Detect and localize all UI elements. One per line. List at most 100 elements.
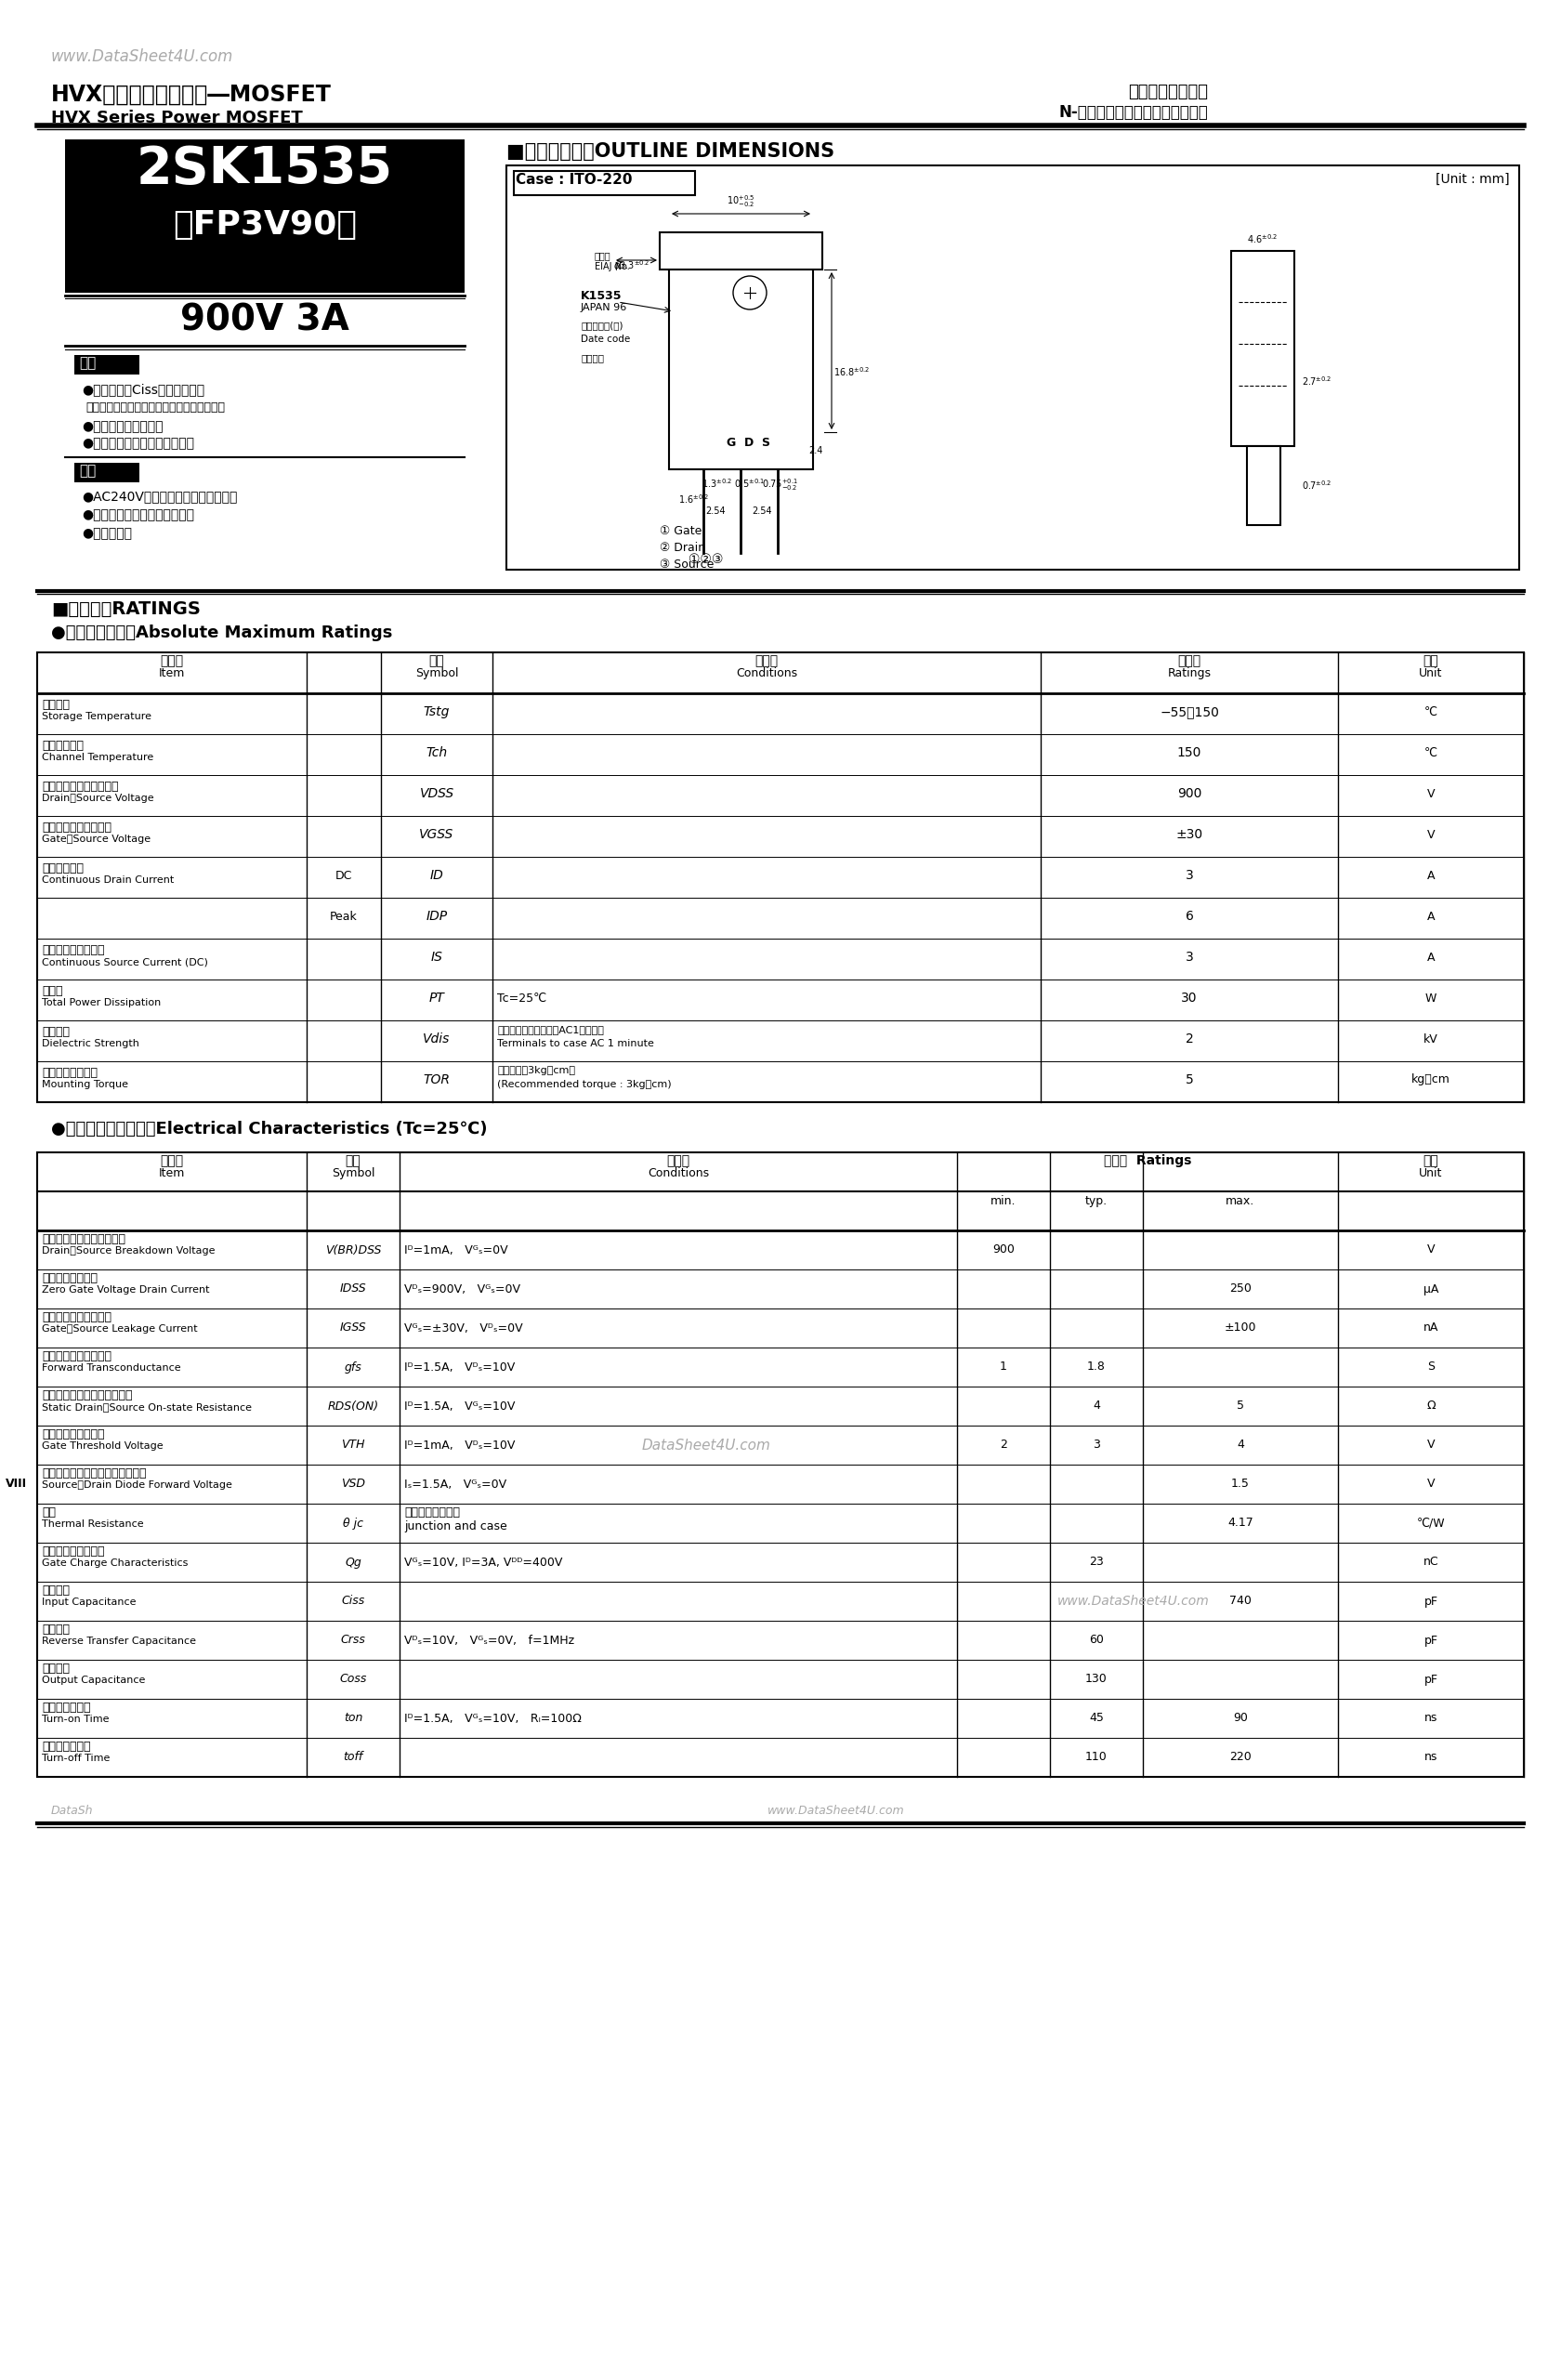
Text: ±30: ±30 <box>1175 828 1204 840</box>
Text: Turn-off Time: Turn-off Time <box>42 1754 109 1764</box>
Text: Tc=25℃: Tc=25℃ <box>496 992 546 1004</box>
Text: Gate・Source Voltage: Gate・Source Voltage <box>42 835 151 845</box>
Text: Symbol: Symbol <box>415 666 459 678</box>
Text: ID: ID <box>429 869 443 883</box>
Text: 出力容量: 出力容量 <box>42 1664 70 1676</box>
Text: 23: 23 <box>1090 1557 1104 1568</box>
Text: Unit: Unit <box>1419 666 1442 678</box>
Text: ●入力容量（Ciss）が小さい。: ●入力容量（Ciss）が小さい。 <box>81 383 204 395</box>
Text: 入力容量: 入力容量 <box>42 1585 70 1597</box>
Text: ns: ns <box>1424 1752 1438 1764</box>
Text: Coss: Coss <box>339 1673 367 1685</box>
Text: Output Capacitance: Output Capacitance <box>42 1676 145 1685</box>
Text: 項　目: 項 目 <box>161 655 184 666</box>
Text: Date code: Date code <box>581 336 631 343</box>
Bar <box>506 167 1519 569</box>
Text: W: W <box>1425 992 1436 1004</box>
Text: ns: ns <box>1424 1711 1438 1726</box>
Text: ℃: ℃ <box>1425 707 1438 719</box>
Text: Input Capacitance: Input Capacitance <box>42 1597 136 1606</box>
Text: （推奨値：3kgシcm）: （推奨値：3kgシcm） <box>496 1066 574 1076</box>
Text: (Recommended torque : 3kgシcm): (Recommended torque : 3kgシcm) <box>496 1081 671 1090</box>
Bar <box>660 233 823 269</box>
Text: V: V <box>1427 1440 1435 1452</box>
Text: 0.5$^{\pm0.1}$: 0.5$^{\pm0.1}$ <box>734 476 765 490</box>
Text: 2.54: 2.54 <box>752 507 773 516</box>
Text: IS: IS <box>431 950 443 964</box>
Text: ℃/W: ℃/W <box>1417 1516 1445 1530</box>
Text: Zero Gate Voltage Drain Current: Zero Gate Voltage Drain Current <box>42 1285 209 1295</box>
Text: Symbol: Symbol <box>331 1166 375 1180</box>
Text: Storage Temperature: Storage Temperature <box>42 712 151 721</box>
Text: Vᴰₛ=900V, Vᴳₛ=0V: Vᴰₛ=900V, Vᴳₛ=0V <box>404 1283 520 1295</box>
Text: ゲートチャージ特性: ゲートチャージ特性 <box>42 1545 105 1557</box>
Text: ドレイン電流: ドレイン電流 <box>42 862 84 873</box>
Text: ① Gate: ① Gate <box>660 526 702 538</box>
Text: Terminals to case AC 1 minute: Terminals to case AC 1 minute <box>496 1040 654 1047</box>
Text: 5: 5 <box>1236 1399 1244 1411</box>
Circle shape <box>734 276 766 309</box>
Text: ソース電流（連続）: ソース電流（連続） <box>42 945 105 957</box>
Text: 5: 5 <box>1185 1073 1194 1085</box>
Text: 2: 2 <box>1185 1033 1194 1045</box>
Text: $\phi$3.3$^{\pm0.2}$: $\phi$3.3$^{\pm0.2}$ <box>613 259 649 274</box>
Text: Peak: Peak <box>329 909 357 923</box>
Text: Iᴰ=1.5A, Vᴳₛ=10V: Iᴰ=1.5A, Vᴳₛ=10V <box>404 1399 515 1411</box>
Text: 条　件: 条 件 <box>756 655 779 666</box>
Text: V: V <box>1427 788 1435 800</box>
Text: 3: 3 <box>1185 950 1194 964</box>
Text: 全損失: 全損失 <box>42 985 62 997</box>
Text: Gate・Source Leakage Current: Gate・Source Leakage Current <box>42 1323 198 1333</box>
Text: 記号: 記号 <box>429 655 445 666</box>
Text: Gate Charge Characteristics: Gate Charge Characteristics <box>42 1559 187 1568</box>
Text: 0.7$^{\pm0.2}$: 0.7$^{\pm0.2}$ <box>1302 478 1332 493</box>
Text: 一活性端・ケース間、AC1分間印加: 一活性端・ケース間、AC1分間印加 <box>496 1026 604 1035</box>
Text: ①②③: ①②③ <box>688 552 724 566</box>
Bar <box>37 1152 1524 1778</box>
Text: 110: 110 <box>1085 1752 1107 1764</box>
Text: Tch: Tch <box>426 747 448 759</box>
Text: DC: DC <box>336 869 353 881</box>
Text: Ω: Ω <box>1427 1399 1436 1411</box>
Text: ゲート・ソース間電圧: ゲート・ソース間電圧 <box>42 821 111 833</box>
Text: ドレイン・ソース間耐電圧: ドレイン・ソース間耐電圧 <box>42 1233 125 1245</box>
Text: IDP: IDP <box>426 909 448 923</box>
Text: Forward Transconductance: Forward Transconductance <box>42 1364 181 1373</box>
Text: ③ Source: ③ Source <box>660 559 713 571</box>
Text: 900V 3A: 900V 3A <box>181 302 350 338</box>
Text: Conditions: Conditions <box>648 1166 709 1180</box>
Text: Item: Item <box>159 1166 186 1180</box>
Text: Static DrainシSource On-state Resistance: Static DrainシSource On-state Resistance <box>42 1402 251 1411</box>
Text: VDSS: VDSS <box>420 788 454 800</box>
Text: 10$^{+0.5}_{-0.2}$: 10$^{+0.5}_{-0.2}$ <box>726 193 754 209</box>
Text: DataSheet4U.com: DataSheet4U.com <box>642 1438 771 1452</box>
Text: 用途: 用途 <box>80 464 95 478</box>
Text: kgシcm: kgシcm <box>1411 1073 1450 1085</box>
Text: Vᴰₛ=10V, Vᴳₛ=0V, f=1MHz: Vᴰₛ=10V, Vᴳₛ=0V, f=1MHz <box>404 1635 574 1647</box>
Text: www.DataSheet4U.com: www.DataSheet4U.com <box>768 1804 905 1816</box>
Text: www.DataSheet4U.com: www.DataSheet4U.com <box>52 48 234 64</box>
Text: Thermal Resistance: Thermal Resistance <box>42 1518 144 1528</box>
Text: Iᴰ=1.5A, Vᴰₛ=10V: Iᴰ=1.5A, Vᴰₛ=10V <box>404 1361 515 1373</box>
Text: 130: 130 <box>1085 1673 1107 1685</box>
Text: −55～150: −55～150 <box>1160 704 1219 719</box>
Text: 1.6$^{\pm0.2}$: 1.6$^{\pm0.2}$ <box>679 493 709 505</box>
Text: ターンオフ時間: ターンオフ時間 <box>42 1740 91 1752</box>
Text: RDS(ON): RDS(ON) <box>328 1399 379 1411</box>
Text: V: V <box>1427 828 1435 840</box>
Text: 150: 150 <box>1177 747 1202 759</box>
Text: Iᴰ=1mA, Vᴰₛ=10V: Iᴰ=1mA, Vᴰₛ=10V <box>404 1440 515 1452</box>
Text: DataSh: DataSh <box>52 1804 94 1816</box>
Text: 1.5: 1.5 <box>1232 1478 1250 1490</box>
Bar <box>75 355 139 374</box>
Text: ドレイン・ソース間オン抜抗: ドレイン・ソース間オン抜抗 <box>42 1390 133 1402</box>
Text: チャネル温度: チャネル温度 <box>42 740 84 752</box>
Text: IGSS: IGSS <box>340 1321 367 1335</box>
Text: pF: pF <box>1424 1673 1438 1685</box>
Text: ●スイッチング方式の高圧電源: ●スイッチング方式の高圧電源 <box>81 509 194 521</box>
Bar <box>66 140 465 293</box>
Text: ゲートしきい値電圧: ゲートしきい値電圧 <box>42 1428 105 1440</box>
Text: Item: Item <box>159 666 186 678</box>
Text: ±100: ±100 <box>1224 1321 1257 1335</box>
Text: 45: 45 <box>1090 1711 1104 1726</box>
